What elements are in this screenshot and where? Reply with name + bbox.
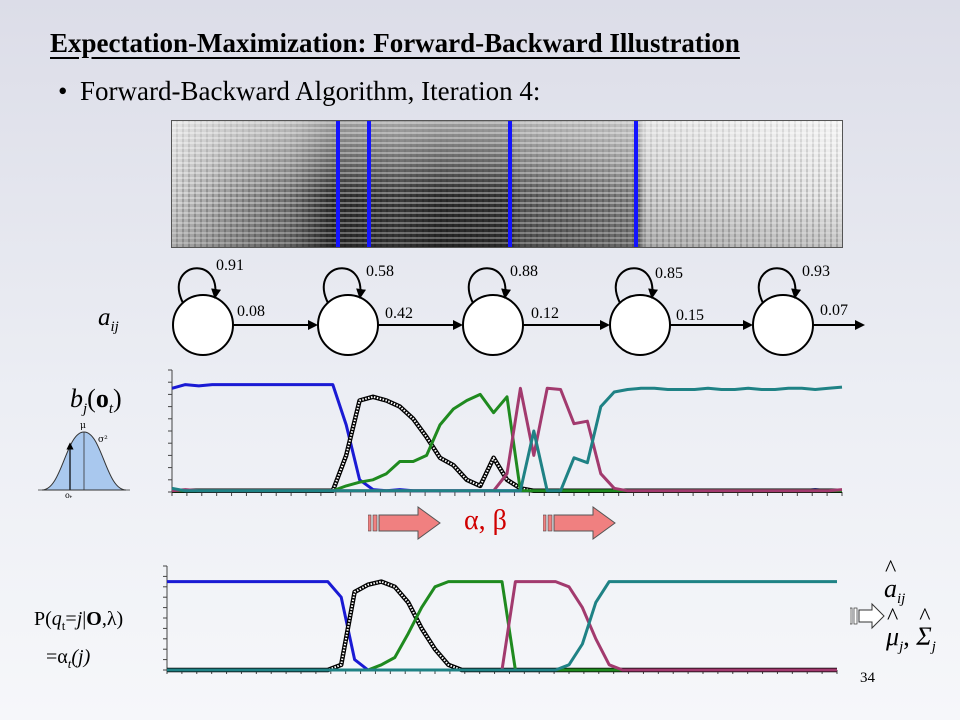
self-loop-label-3: 0.88: [510, 263, 538, 280]
series-line-green: [167, 580, 837, 672]
emission-chart: [168, 369, 843, 496]
spectrogram: [171, 120, 843, 248]
series-line-blue: [167, 580, 837, 672]
hmm-state-1: [172, 294, 234, 356]
self-loop-label-2: 0.58: [366, 263, 394, 280]
bullet-line: • Forward-Backward Algorithm, Iteration 4…: [58, 76, 540, 107]
segment-divider-3: [508, 121, 512, 247]
self-loop-arrow-3: [467, 267, 512, 304]
alpha-arrow-left: [368, 506, 441, 540]
hmm-state-5: [752, 294, 814, 356]
bullet-dot: •: [58, 76, 68, 106]
beta-arrow-right: [543, 506, 616, 540]
self-loop-label-4: 0.85: [655, 265, 683, 282]
hmm-state-2: [317, 294, 379, 356]
aij-label: aij: [98, 304, 119, 335]
self-loop-label-1: 0.91: [216, 257, 244, 274]
transition-label-3: 0.12: [531, 305, 559, 322]
hmm-state-3: [462, 294, 524, 356]
gaussian-icon: μ σ² ot: [38, 421, 130, 498]
posterior-label: P(qt=j|O,λ): [34, 608, 124, 633]
mu-sigma-hat-label: ^ μ j, ^ Σ j: [886, 604, 936, 656]
series-line-black-outline: [172, 394, 842, 494]
self-loop-arrow-1: [177, 267, 222, 304]
transition-label-4: 0.15: [676, 307, 704, 324]
segment-divider-1: [336, 121, 340, 247]
series-line-black: [167, 580, 837, 671]
self-loop-label-5: 0.93: [802, 263, 830, 280]
self-loop-arrow-5: [757, 267, 802, 304]
bj-ot-label: bj(ot): [70, 384, 122, 418]
series-line-teal: [167, 580, 837, 672]
update-arrow: [850, 602, 885, 630]
aij-hat-label: ^ a ij: [884, 556, 906, 608]
gaussian-sigma-label: σ²: [98, 435, 108, 445]
series-line-magenta: [167, 580, 837, 672]
transition-label-5: 0.07: [820, 302, 848, 319]
spectrogram-shading: [172, 121, 842, 247]
gamma-label: =αt(j): [46, 646, 91, 671]
gaussian-mu-label: μ: [80, 421, 86, 431]
self-loop-arrow-4: [614, 267, 659, 304]
series-line-teal: [171, 385, 843, 493]
hmm-state-4: [609, 294, 671, 356]
segment-divider-4: [634, 121, 638, 247]
bullet-text: Forward-Backward Algorithm, Iteration 4:: [80, 76, 541, 106]
transition-label-1: 0.08: [237, 303, 265, 320]
page-number: 34: [860, 670, 875, 686]
alpha-beta-label: α, β: [464, 505, 507, 536]
transition-label-2: 0.42: [385, 305, 413, 322]
segment-divider-2: [367, 121, 371, 247]
self-loop-arrow-2: [322, 267, 367, 304]
series-line-black-outline: [167, 579, 837, 673]
slide-title: Expectation-Maximization: Forward-Backwa…: [50, 28, 740, 58]
gaussian-ot-label: ot: [65, 491, 73, 498]
posterior-chart: [163, 565, 838, 674]
